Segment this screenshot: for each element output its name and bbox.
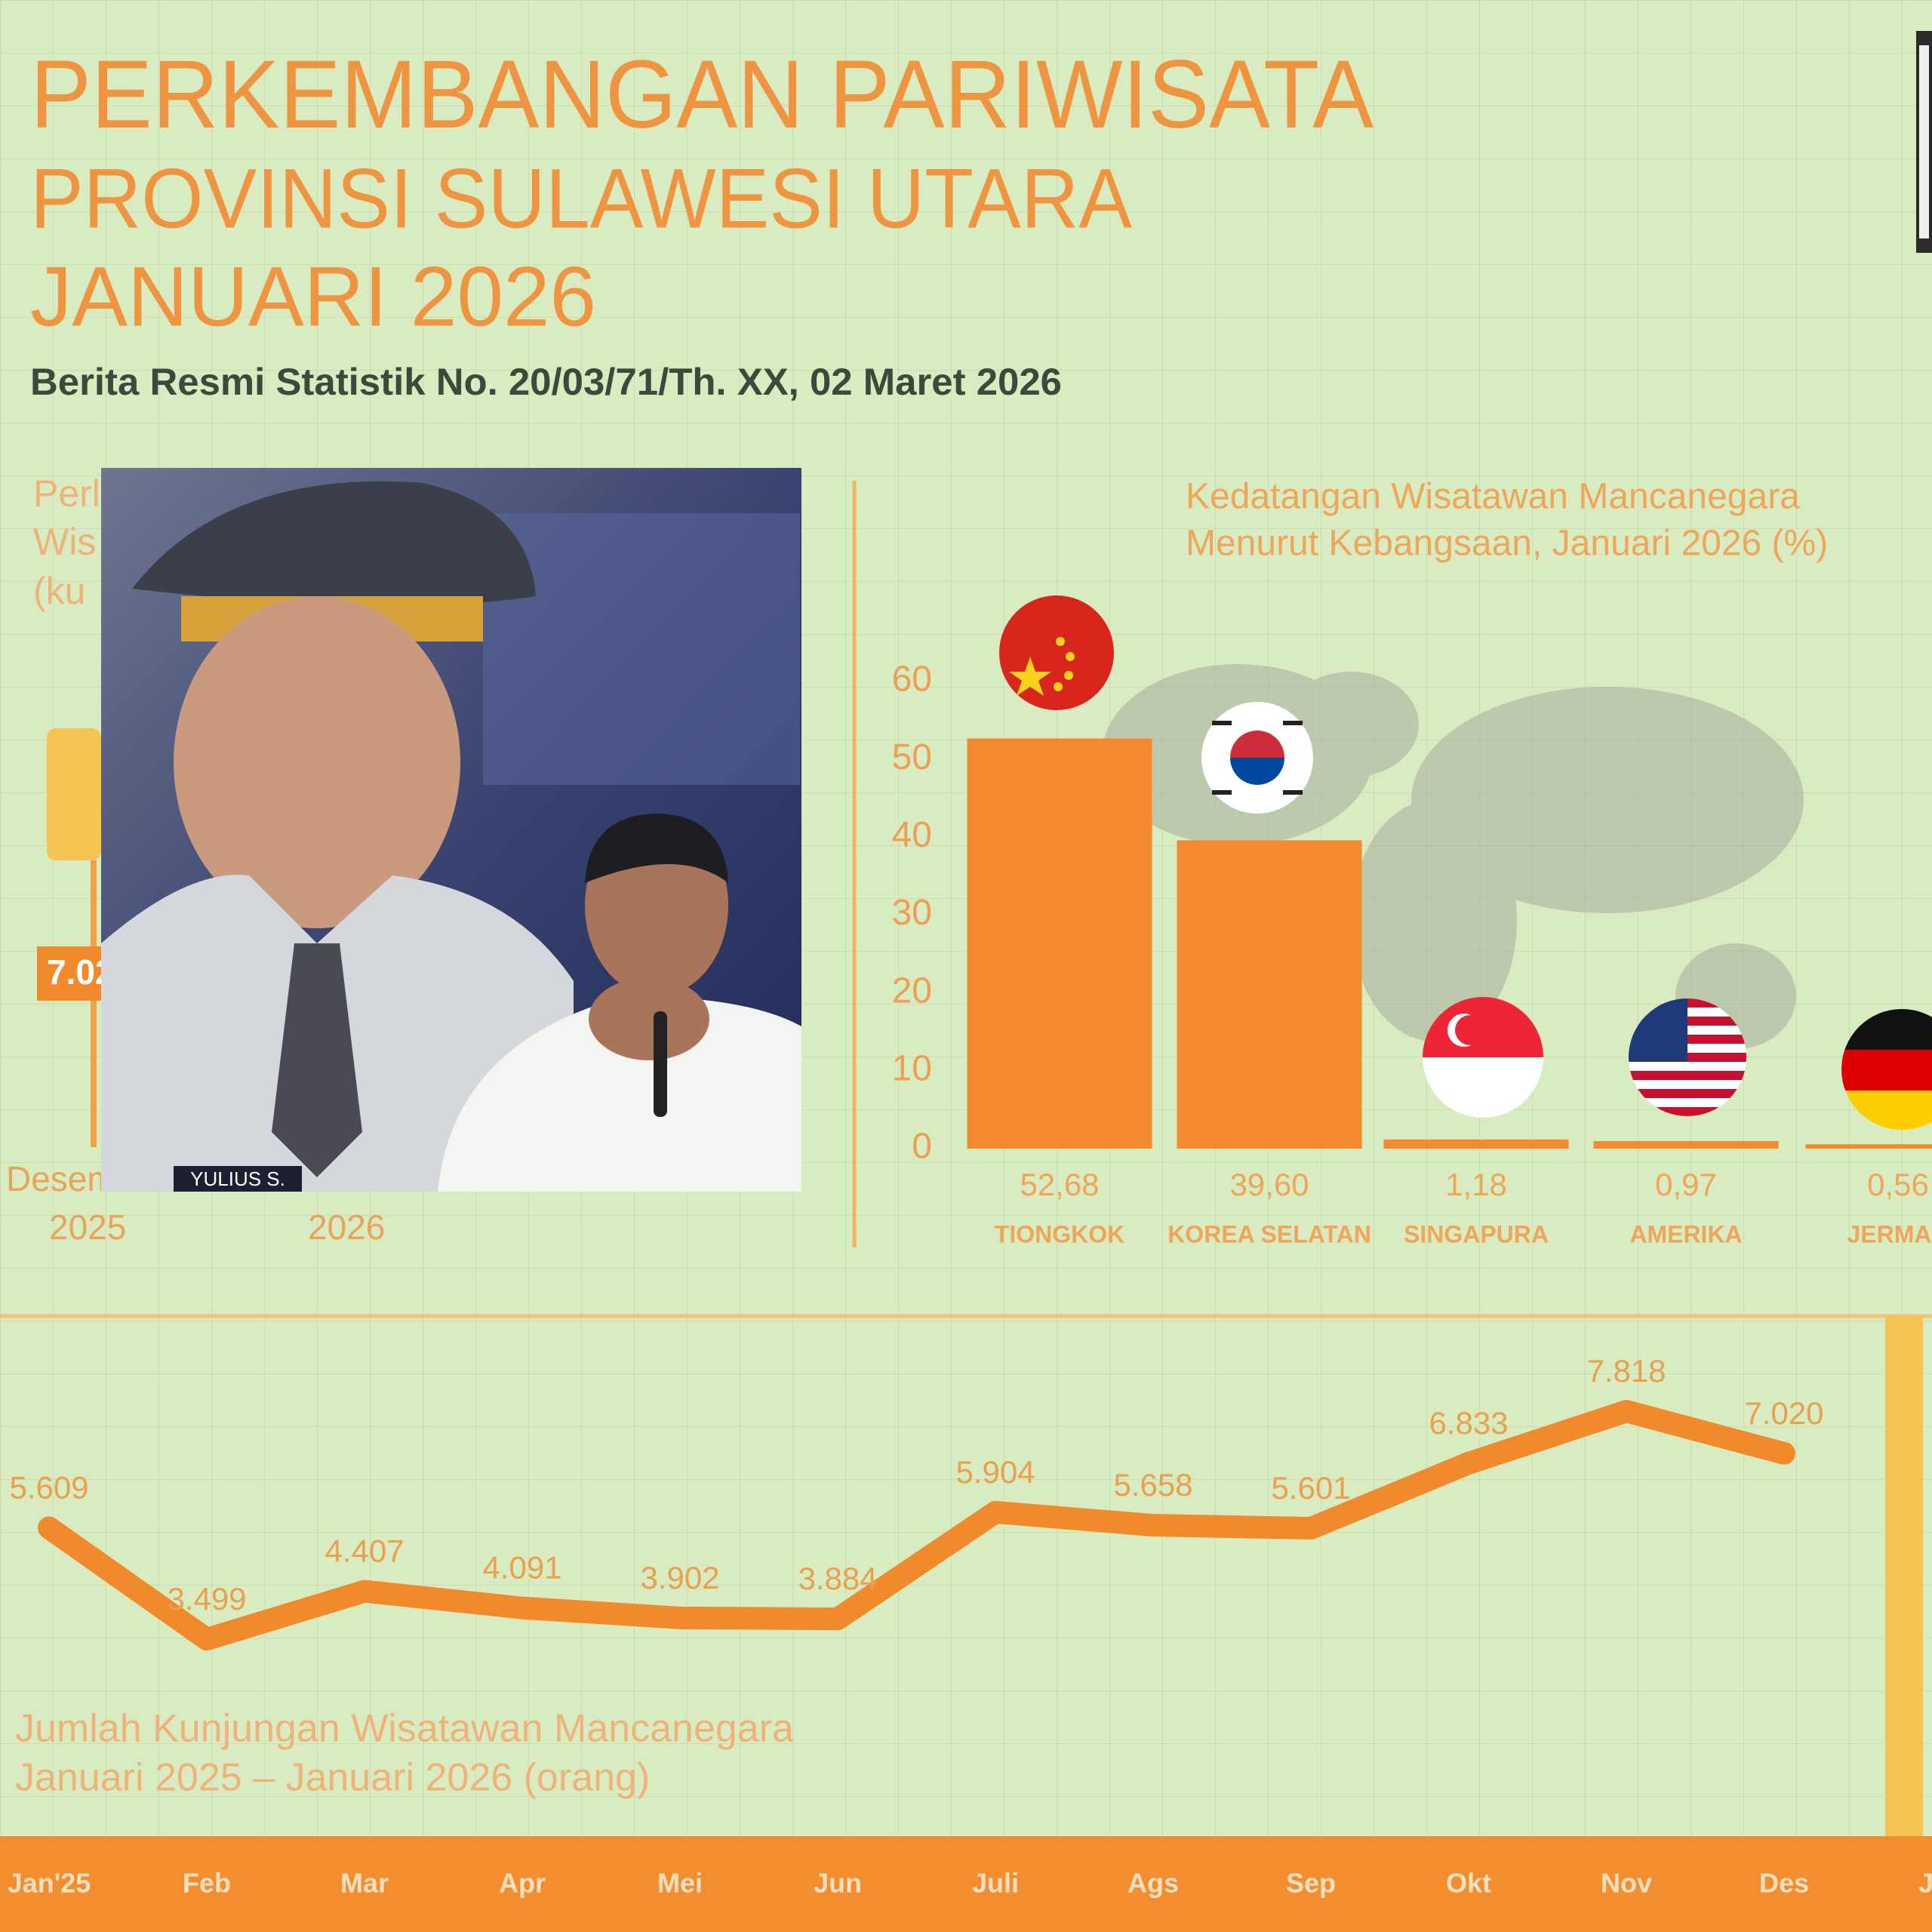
value-box bbox=[37, 946, 101, 1001]
flag-usa bbox=[1629, 998, 1746, 1116]
panel-title: (ku bbox=[33, 570, 85, 612]
chart-title: Kedatangan Wisatawan Mancanegara bbox=[1186, 477, 1800, 517]
subtitle: Berita Resmi Statistik No. 20/03/71/Th. … bbox=[30, 361, 1062, 403]
value-label: 3.499 bbox=[167, 1581, 246, 1617]
value-label: 52,68 bbox=[1020, 1167, 1099, 1202]
chart-title: Jumlah Kunjungan Wisatawan Mancanegara bbox=[15, 1707, 794, 1751]
highlight-bar bbox=[1885, 1316, 1923, 1836]
x-tick-label: Jan'25 bbox=[8, 1868, 91, 1899]
x-tick-label: Okt bbox=[1446, 1868, 1491, 1899]
panel-title: Wis bbox=[33, 521, 96, 563]
value-label: 5.601 bbox=[1271, 1470, 1350, 1506]
x-tick-label: Ags bbox=[1128, 1868, 1179, 1899]
flag-singapore bbox=[1423, 997, 1543, 1118]
category-label: JERMAN bbox=[1847, 1220, 1932, 1247]
title-line: JANUARI 2026 bbox=[30, 250, 596, 344]
y-tick-label: 10 bbox=[892, 1049, 932, 1089]
x-label: 2026 bbox=[308, 1208, 385, 1247]
x-label: Desem bbox=[6, 1159, 116, 1198]
bar bbox=[1383, 1139, 1569, 1149]
bar bbox=[1177, 840, 1362, 1149]
title-line: PROVINSI SULAWESI UTARA bbox=[30, 152, 1132, 246]
x-tick-label: Des bbox=[1759, 1868, 1809, 1899]
category-label: KOREA SELATAN bbox=[1168, 1220, 1371, 1247]
value-label: 4.091 bbox=[482, 1550, 561, 1586]
x-tick-label: Jan bbox=[1918, 1868, 1932, 1899]
flag-china bbox=[999, 595, 1114, 710]
category-label: TIONGKOK bbox=[995, 1220, 1124, 1247]
value-label: 7.020 bbox=[1744, 1395, 1823, 1431]
x-tick-label: Sep bbox=[1286, 1868, 1336, 1899]
chart-title: Januari 2025 – Januari 2026 (orang) bbox=[15, 1756, 650, 1800]
value-label: 1,18 bbox=[1445, 1167, 1507, 1202]
icon bbox=[47, 728, 101, 860]
value-label: 5.904 bbox=[955, 1454, 1035, 1490]
name-tag: YULIUS S. bbox=[190, 1168, 285, 1190]
value-label: 5.609 bbox=[9, 1470, 88, 1506]
bar bbox=[1593, 1140, 1779, 1149]
value-label: 7.818 bbox=[1586, 1353, 1666, 1389]
x-tick-label: Apr bbox=[499, 1868, 546, 1899]
x-tick-label: Nov bbox=[1601, 1868, 1652, 1899]
y-tick-label: 30 bbox=[892, 893, 932, 933]
x-tick-label: Jun bbox=[814, 1868, 862, 1899]
value-label: 0,56 bbox=[1867, 1167, 1929, 1202]
value-label: 39,60 bbox=[1229, 1167, 1309, 1202]
line bbox=[38, 1400, 1795, 1651]
stem bbox=[91, 860, 97, 1147]
panel-title: Perl bbox=[33, 472, 100, 515]
y-tick-label: 0 bbox=[912, 1127, 932, 1167]
bar bbox=[1805, 1144, 1932, 1149]
title: PERKEMBANGAN PARIWISATA bbox=[30, 41, 1374, 149]
category-label: SINGAPURA bbox=[1404, 1220, 1549, 1247]
value-label: 6.833 bbox=[1429, 1405, 1508, 1441]
photo: YULIUS S. bbox=[101, 468, 801, 1192]
qr-code-inner bbox=[1919, 45, 1929, 238]
y-tick-label: 40 bbox=[892, 815, 932, 855]
x-tick-label: Mei bbox=[657, 1868, 703, 1899]
value-label: 0,97 bbox=[1655, 1167, 1717, 1202]
category-label: AMERIKA bbox=[1629, 1220, 1742, 1247]
chart-title: Menurut Kebangsaan, Januari 2026 (%) bbox=[1186, 524, 1828, 564]
y-tick-label: 60 bbox=[892, 660, 932, 700]
value-label: 3.902 bbox=[640, 1560, 719, 1595]
value-label: 3.884 bbox=[798, 1561, 877, 1596]
bar bbox=[967, 738, 1152, 1149]
flag-korea bbox=[1201, 702, 1313, 814]
value-label: 4.407 bbox=[325, 1534, 404, 1569]
x-tick-label: Mar bbox=[340, 1868, 389, 1899]
x-tick-label: Feb bbox=[183, 1868, 231, 1899]
y-tick-label: 20 bbox=[892, 971, 932, 1011]
value-label: 5.658 bbox=[1113, 1467, 1192, 1503]
x-label: 2025 bbox=[49, 1208, 126, 1247]
x-tick-label: Juli bbox=[972, 1868, 1019, 1899]
month-band bbox=[0, 1836, 1932, 1932]
y-tick-label: 50 bbox=[892, 737, 932, 777]
